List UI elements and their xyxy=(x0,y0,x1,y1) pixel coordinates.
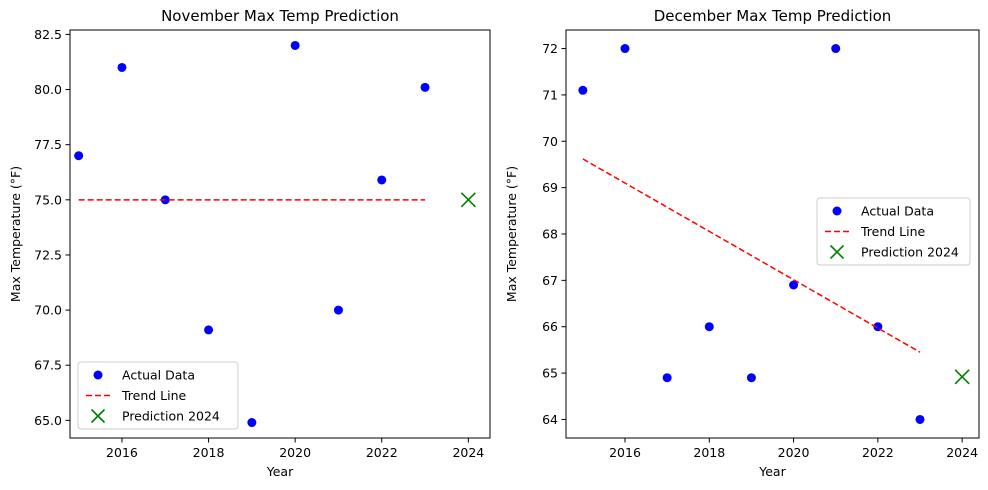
x-tick-label: 2020 xyxy=(279,445,311,460)
data-point xyxy=(247,418,257,428)
legend-item: Trend Line xyxy=(86,388,187,403)
data-point xyxy=(377,175,387,185)
y-tick-label: 64 xyxy=(542,412,558,427)
data-point xyxy=(74,151,84,161)
y-tick-label: 72 xyxy=(542,41,558,56)
y-tick-label: 82.5 xyxy=(34,27,62,42)
legend-swatch xyxy=(829,244,845,260)
y-tick-label: 70.0 xyxy=(34,303,62,318)
y-tick-label: 66 xyxy=(542,319,558,334)
legend-swatch xyxy=(832,206,842,216)
y-tick-label: 67.5 xyxy=(34,358,62,373)
y-axis-label: Max Temperature (°F) xyxy=(8,166,23,302)
x-axis-label: Year xyxy=(758,464,786,479)
data-point xyxy=(117,62,127,72)
chart-title: November Max Temp Prediction xyxy=(161,7,399,25)
y-tick-label: 72.5 xyxy=(34,247,62,262)
y-tick-label: 65.0 xyxy=(34,413,62,428)
legend-item: Actual Data xyxy=(93,368,195,383)
legend-label: Trend Line xyxy=(121,388,187,403)
legend-box xyxy=(816,197,971,266)
x-tick-label: 2020 xyxy=(778,445,810,460)
legend: Actual Data Trend Line Prediction 2024 xyxy=(77,361,239,430)
data-point xyxy=(290,40,300,50)
legend-label: Prediction 2024 xyxy=(122,409,220,424)
x-tick-label: 2016 xyxy=(106,445,138,460)
data-point xyxy=(620,44,630,54)
x-tick-label: 2022 xyxy=(862,445,894,460)
x-tick-label: 2022 xyxy=(366,445,398,460)
y-tick-label: 70 xyxy=(542,134,558,149)
chart-2: December Max Temp Prediction 2016 2018 2020… xyxy=(504,7,980,479)
legend: Actual Data Trend Line Prediction 2024 xyxy=(816,197,971,266)
x-tick-label: 2018 xyxy=(693,445,725,460)
plot-area xyxy=(69,29,491,439)
y-tick-label: 75.0 xyxy=(34,192,62,207)
legend-item: Prediction 2024 xyxy=(829,244,959,260)
legend-item: Prediction 2024 xyxy=(90,408,220,424)
data-point xyxy=(578,85,588,95)
y-tick-label: 77.5 xyxy=(34,137,62,152)
legend-swatch xyxy=(90,408,106,424)
y-tick-label: 71 xyxy=(542,87,558,102)
plot-area xyxy=(565,29,980,439)
x-axis-label: Year xyxy=(266,464,294,479)
trend-line xyxy=(582,158,921,353)
legend-label: Actual Data xyxy=(861,204,934,219)
prediction-marker xyxy=(954,369,970,385)
prediction-marker xyxy=(460,192,476,208)
legend-swatch xyxy=(93,370,103,380)
data-point xyxy=(204,325,214,335)
data-point xyxy=(333,305,343,315)
legend-label: Prediction 2024 xyxy=(861,245,959,260)
legend-label: Trend Line xyxy=(860,224,926,239)
legend-item: Trend Line xyxy=(825,224,926,239)
x-tick-label: 2016 xyxy=(609,445,641,460)
legend-label: Actual Data xyxy=(122,368,195,383)
data-point xyxy=(662,373,672,383)
data-point xyxy=(420,82,430,92)
data-point xyxy=(704,322,714,332)
y-tick-label: 69 xyxy=(542,180,558,195)
y-tick-label: 80.0 xyxy=(34,82,62,97)
data-point xyxy=(915,414,925,424)
x-tick-label: 2024 xyxy=(452,445,484,460)
y-tick-label: 68 xyxy=(542,227,558,242)
chart-1: November Max Temp Prediction 2016 2018 2020… xyxy=(8,7,491,479)
x-tick-label: 2024 xyxy=(946,445,978,460)
y-tick-label: 67 xyxy=(542,273,558,288)
y-tick-label: 65 xyxy=(542,366,558,381)
chart-title: December Max Temp Prediction xyxy=(654,7,892,25)
legend-item: Actual Data xyxy=(832,204,934,219)
data-point xyxy=(789,280,799,290)
y-axis-label: Max Temperature (°F) xyxy=(504,166,519,302)
data-point xyxy=(831,44,841,54)
data-point xyxy=(746,373,756,383)
x-tick-label: 2018 xyxy=(193,445,225,460)
legend-box xyxy=(77,361,239,430)
